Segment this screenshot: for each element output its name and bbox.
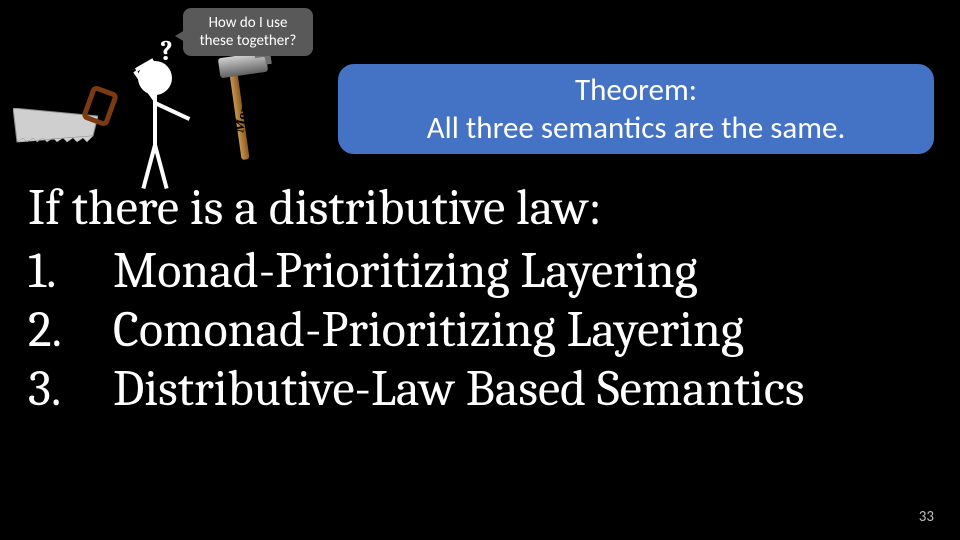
illustration-area: Comonads ? Monads How do I use these tog… — [8, 8, 318, 188]
intro-line: If there is a distributive law: — [28, 180, 932, 238]
theorem-box: Theorem: All three semantics are the sam… — [336, 62, 936, 156]
main-content: If there is a distributive law: 1. Monad… — [28, 180, 932, 419]
list-number: 2. — [28, 301, 113, 360]
list-text: Distributive-Law Based Semantics — [113, 360, 932, 419]
list-text: Monad-Prioritizing Layering — [113, 242, 932, 301]
theorem-body: All three semantics are the same. — [427, 109, 846, 147]
saw-graphic: Comonads — [8, 78, 128, 158]
theorem-title: Theorem: — [575, 71, 697, 109]
list-item: 2. Comonad-Prioritizing Layering — [28, 301, 932, 360]
list-text: Comonad-Prioritizing Layering — [113, 301, 932, 360]
list-item: 1. Monad-Prioritizing Layering — [28, 242, 932, 301]
saw-label: Comonads — [13, 144, 83, 177]
speech-bubble: How do I use these together? — [183, 8, 313, 56]
list-number: 1. — [28, 242, 113, 301]
list-number: 3. — [28, 360, 113, 419]
numbered-list: 1. Monad-Prioritizing Layering 2. Comona… — [28, 242, 932, 419]
slide-number: 33 — [919, 508, 934, 526]
list-item: 3. Distributive-Law Based Semantics — [28, 360, 932, 419]
